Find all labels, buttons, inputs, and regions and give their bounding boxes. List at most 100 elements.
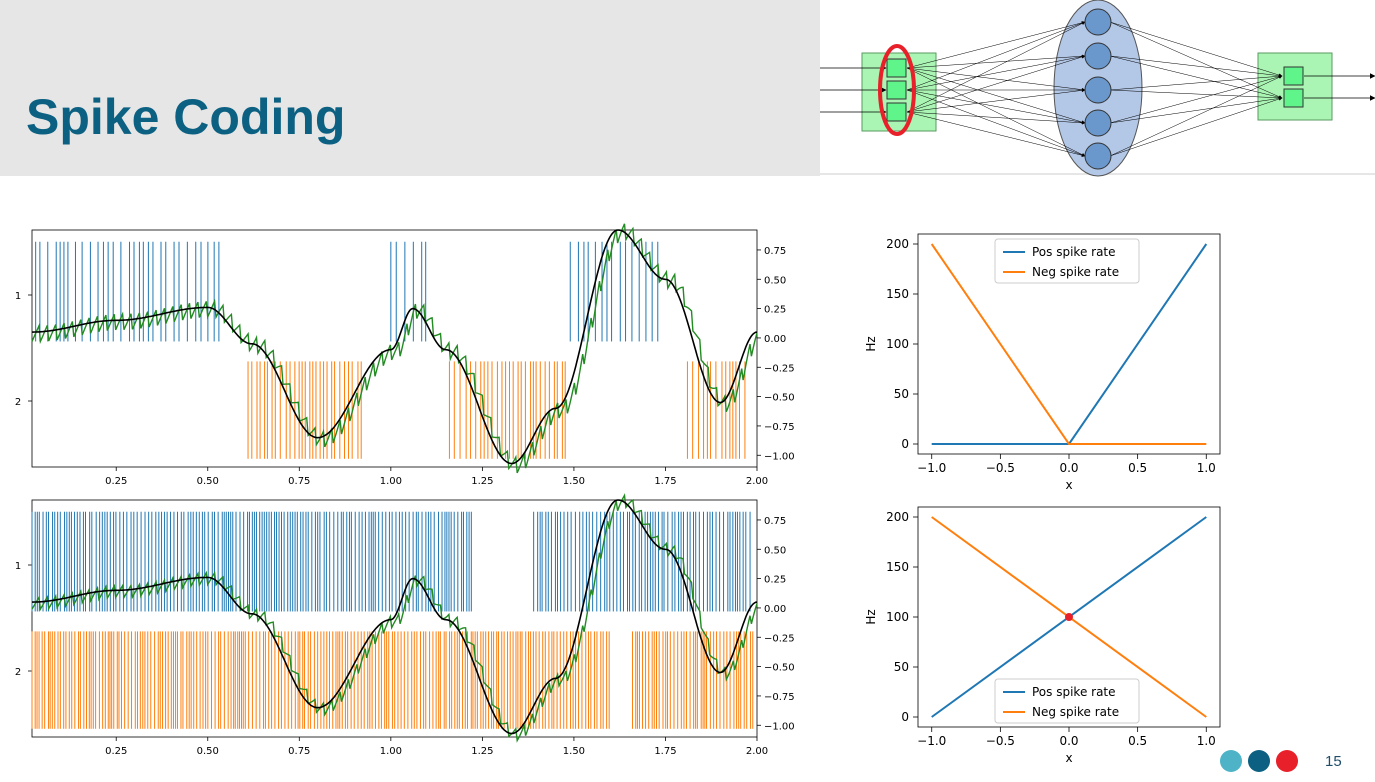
x-tick-label: 1.0	[1197, 734, 1216, 748]
x-tick-label: 1.25	[471, 746, 493, 757]
output-layer-box	[1257, 52, 1333, 121]
connection-line	[906, 88, 1086, 113]
connection-line	[906, 89, 1086, 157]
left-tick-label: 2	[15, 397, 21, 408]
right-tick-label: −0.75	[764, 422, 795, 433]
input-node	[886, 102, 907, 122]
logo-dot-red	[1276, 750, 1298, 772]
connection-line	[1109, 96, 1283, 124]
right-tick-label: −0.25	[764, 633, 795, 644]
legend-label: Neg spike rate	[1032, 265, 1119, 279]
input-node	[886, 80, 907, 100]
right-tick-label: 0.50	[764, 275, 786, 286]
output-node	[1283, 88, 1304, 108]
connection-line	[906, 54, 1086, 91]
x-axis-label: x	[1065, 751, 1072, 765]
x-axis-label: x	[1065, 478, 1072, 492]
right-tick-label: −0.50	[764, 663, 795, 674]
right-tick-label: −0.50	[764, 393, 795, 404]
connection-line	[1109, 75, 1283, 157]
x-tick-label: 0.50	[197, 476, 219, 487]
right-tick-label: 0.00	[764, 334, 786, 345]
x-tick-label: 1.00	[380, 476, 402, 487]
right-tick-label: 0.75	[764, 516, 786, 527]
connection-line	[1109, 75, 1283, 124]
right-tick-label: −0.25	[764, 363, 795, 374]
connection-line	[906, 89, 1086, 125]
network-diagram	[820, 0, 1375, 177]
legend-box	[994, 238, 1140, 284]
spike-raster	[35, 241, 746, 459]
y-axis-label: Hz	[864, 609, 878, 624]
connection-line	[906, 111, 1086, 125]
x-tick-label: 1.75	[654, 476, 676, 487]
diagram-group	[820, 0, 1375, 177]
right-tick-label: −1.00	[764, 451, 795, 462]
target-signal-line	[32, 229, 758, 465]
x-tick-label: 0.50	[197, 746, 219, 757]
x-tick-label: −1.0	[917, 734, 946, 748]
hidden-node	[1084, 8, 1112, 36]
x-tick-label: −0.5	[986, 461, 1015, 475]
connection-line	[1109, 89, 1283, 100]
neg-rate-line	[930, 243, 1207, 445]
x-tick-label: 0.75	[288, 476, 310, 487]
slide-title: Spike Coding	[26, 89, 346, 145]
hidden-node	[1084, 142, 1112, 170]
connection-line	[1109, 55, 1283, 99]
intersection-point	[1065, 613, 1073, 621]
output-node	[1283, 66, 1304, 86]
connection-line	[906, 21, 1086, 69]
connection-line	[906, 21, 1086, 91]
rate-plot-top: −1.0 −0.5 0.0 0.5 1.0 0 50 100 150 200 x Hz Pos spik…	[864, 233, 1221, 492]
x-tick-label: −1.0	[917, 461, 946, 475]
decoded-signal-line	[31, 223, 758, 474]
right-tick-label: 0.75	[764, 246, 786, 257]
input-node	[886, 58, 907, 78]
decoded-signal-line	[31, 493, 758, 743]
y-tick-label: 200	[886, 237, 909, 251]
x-tick-label: 0.25	[105, 476, 127, 487]
connection-line	[1109, 55, 1283, 78]
x-tick-label: −0.5	[986, 734, 1015, 748]
x-tick-label: 0.5	[1128, 461, 1147, 475]
y-tick-label: 200	[886, 510, 909, 524]
x-tick-label: 1.50	[563, 476, 585, 487]
logo-dot-blue	[1248, 750, 1270, 772]
y-tick-label: 50	[894, 660, 909, 674]
y-tick-label: 150	[886, 287, 909, 301]
legend-label: Neg spike rate	[1032, 705, 1119, 719]
highlight-ellipse	[878, 44, 916, 136]
connection-line	[906, 55, 1086, 113]
y-tick-label: 100	[886, 610, 909, 624]
y-tick-label: 0	[901, 437, 909, 451]
legend-box	[994, 678, 1140, 724]
x-tick-label: 0.75	[288, 746, 310, 757]
legend-label: Pos spike rate	[1032, 685, 1116, 699]
connection-line	[906, 67, 1086, 124]
x-tick-label: 0.25	[105, 746, 127, 757]
right-tick-label: 0.50	[764, 545, 786, 556]
target-signal-line	[32, 499, 758, 735]
x-tick-label: 1.00	[380, 746, 402, 757]
spike-plot-bottom: 0.25 0.50 0.75 1.00 1.25 1.50 1.75 2.00 0.75 0.50…	[15, 493, 795, 757]
x-tick-label: 1.0	[1197, 461, 1216, 475]
x-tick-label: 1.25	[471, 476, 493, 487]
spike-plot-top: 0.25 0.50 0.75 1.00 1.25 1.50 1.75 2.00 0.75 0.50…	[15, 223, 795, 487]
rate-plot-bottom: −1.0 −0.5 0.0 0.5 1.0 0 50 100 150 200 x Hz Pos spik…	[864, 506, 1221, 765]
x-tick-label: 2.00	[746, 746, 768, 757]
page-number: 15	[1325, 753, 1342, 770]
hidden-node	[1084, 42, 1112, 70]
connection-line	[906, 67, 1086, 157]
y-tick-label: 100	[886, 337, 909, 351]
x-tick-label: 1.75	[654, 746, 676, 757]
x-tick-label: 0.5	[1128, 734, 1147, 748]
x-tick-label: 2.00	[746, 476, 768, 487]
right-tick-label: 0.25	[764, 305, 786, 316]
legend-label: Pos spike rate	[1032, 245, 1116, 259]
legend: Pos spike rate Neg spike rate	[994, 678, 1140, 724]
y-axis-label: Hz	[864, 336, 878, 351]
right-tick-label: −0.75	[764, 692, 795, 703]
hidden-node	[1084, 109, 1112, 137]
right-tick-label: 0.25	[764, 575, 786, 586]
